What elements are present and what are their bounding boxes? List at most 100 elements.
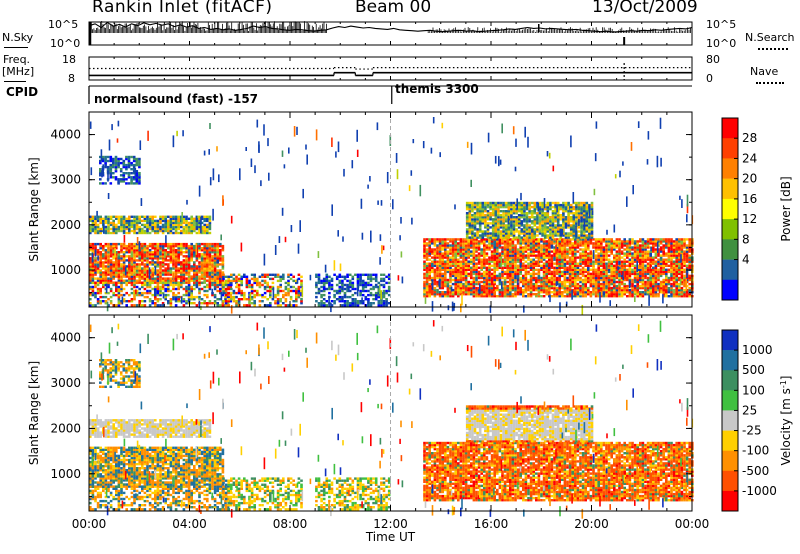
power-cell	[89, 247, 92, 250]
power-cell	[135, 291, 139, 295]
power-cell	[135, 178, 139, 181]
power-cell	[444, 270, 447, 274]
power-cell	[571, 270, 574, 274]
power-cell	[128, 281, 131, 284]
power-cell	[516, 276, 520, 280]
power-cell	[133, 304, 136, 307]
power-cell	[117, 257, 121, 260]
power-cell	[367, 293, 370, 297]
power-cell	[237, 302, 241, 305]
power-cell	[535, 272, 538, 276]
power-cell	[438, 266, 442, 269]
power-cell	[297, 285, 301, 289]
power-cell	[594, 268, 598, 271]
power-cell	[133, 275, 136, 278]
power-cell	[615, 238, 619, 241]
power-cell	[143, 257, 147, 260]
power-cell	[91, 289, 95, 293]
power-cell	[133, 227, 136, 231]
power-cell	[467, 291, 470, 294]
power-cell	[527, 256, 530, 259]
power-cell	[133, 269, 136, 272]
power-cell	[462, 256, 465, 259]
power-cell	[96, 281, 100, 284]
power-cell	[282, 295, 285, 299]
power-cell	[133, 242, 136, 246]
power-cell	[235, 275, 238, 278]
power-cell	[446, 238, 450, 241]
power-cell	[104, 273, 108, 276]
power-cell	[213, 263, 217, 266]
power-cell	[511, 276, 515, 280]
power-cell	[117, 265, 121, 268]
power-cell	[503, 282, 507, 286]
power-cell	[164, 263, 167, 266]
power-cell	[438, 244, 442, 247]
power-cell	[167, 289, 170, 293]
power-cell	[112, 172, 115, 175]
power-cell	[574, 276, 577, 280]
power-cell	[213, 242, 217, 246]
power-cell	[457, 293, 460, 296]
power-cell	[269, 285, 272, 289]
power-cell	[89, 271, 92, 274]
power-cell	[156, 247, 160, 250]
power-cell	[130, 178, 133, 181]
power-cell	[488, 276, 491, 280]
power-cell	[524, 295, 528, 298]
power-cell	[132, 159, 136, 163]
power-cell	[206, 295, 209, 299]
power-cell	[628, 276, 632, 280]
power-cell	[148, 261, 152, 264]
power-cell	[219, 253, 222, 256]
power-cell	[529, 282, 533, 286]
power-cell	[219, 273, 222, 276]
power-cell	[219, 275, 222, 278]
power-cell	[237, 289, 241, 293]
power-cell	[483, 264, 486, 267]
power-cell	[107, 279, 110, 282]
power-cell	[193, 283, 196, 287]
power-cell	[361, 293, 365, 297]
power-cell	[161, 215, 165, 218]
power-cell	[133, 217, 136, 220]
power-cell	[190, 265, 193, 268]
power-cell	[480, 284, 483, 288]
power-cell	[91, 219, 95, 223]
power-cell	[122, 298, 126, 301]
power-cell	[156, 289, 160, 293]
power-cell	[457, 282, 460, 286]
power-cell	[300, 275, 303, 278]
power-cell	[125, 304, 128, 307]
power-cell	[151, 277, 154, 280]
power-cell	[133, 247, 136, 250]
power-cell	[125, 283, 128, 287]
power-cell	[498, 238, 502, 241]
power-cell	[444, 240, 447, 243]
power-cell	[472, 291, 476, 294]
power-cell	[193, 275, 196, 278]
power-cell	[348, 273, 352, 276]
power-cell	[623, 264, 626, 267]
power-cell	[148, 298, 152, 301]
power-cell	[104, 225, 108, 229]
power-cell	[454, 293, 457, 296]
cpid-first-label: normalsound (fast) -157	[94, 92, 259, 106]
power-cell	[107, 273, 110, 276]
power-cell	[269, 293, 272, 297]
power-cell	[462, 278, 465, 282]
power-cell	[503, 266, 507, 269]
power-cell	[387, 273, 391, 276]
power-cell	[102, 249, 105, 252]
power-cell	[216, 281, 219, 285]
power-cell	[112, 267, 115, 270]
power-cell	[522, 248, 525, 251]
power-cell	[222, 273, 225, 276]
nave-dotted	[756, 82, 784, 84]
power-cell	[477, 244, 481, 247]
power-cell	[250, 291, 254, 295]
power-cell	[222, 287, 225, 291]
power-cell	[576, 244, 580, 247]
power-cell	[169, 244, 173, 248]
power-cell	[143, 244, 147, 248]
